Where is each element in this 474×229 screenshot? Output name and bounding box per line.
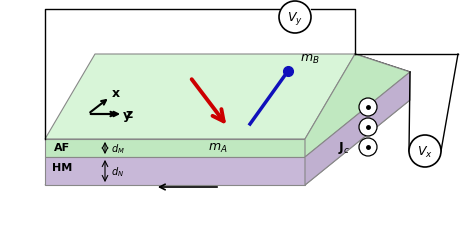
Text: $d_N$: $d_N$ — [111, 164, 124, 178]
Text: z: z — [126, 108, 133, 121]
Text: AF: AF — [54, 142, 70, 152]
Polygon shape — [45, 157, 305, 185]
Text: $m_B$: $m_B$ — [300, 53, 319, 66]
Circle shape — [359, 138, 377, 156]
Polygon shape — [305, 55, 410, 157]
Text: $\mathbf{J}_c$: $\mathbf{J}_c$ — [338, 139, 350, 155]
Text: $V_y$: $V_y$ — [287, 9, 303, 26]
Circle shape — [409, 135, 441, 167]
Text: $m_A$: $m_A$ — [208, 141, 228, 154]
Circle shape — [359, 118, 377, 136]
Circle shape — [279, 2, 311, 34]
Polygon shape — [45, 101, 410, 185]
Polygon shape — [305, 73, 410, 185]
Polygon shape — [45, 139, 305, 157]
Text: $d_M$: $d_M$ — [111, 142, 125, 155]
Text: x: x — [112, 86, 120, 99]
Text: $V_x$: $V_x$ — [417, 144, 433, 159]
Polygon shape — [45, 55, 355, 139]
Text: HM: HM — [52, 162, 72, 172]
Circle shape — [359, 98, 377, 117]
Text: y: y — [123, 108, 131, 121]
